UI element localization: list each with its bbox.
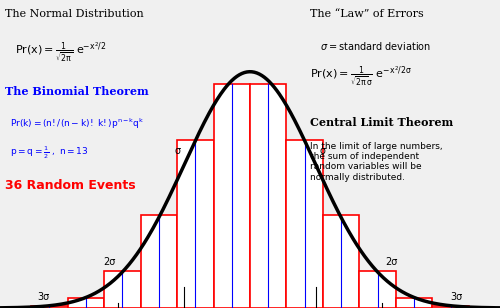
Text: 3σ: 3σ bbox=[450, 292, 463, 302]
Text: The Normal Distribution: The Normal Distribution bbox=[5, 9, 144, 19]
Text: $\mathrm{Pr(x) = \frac{1}{\sqrt{2\pi}}\ e^{-x^2/2}}$: $\mathrm{Pr(x) = \frac{1}{\sqrt{2\pi}}\ … bbox=[15, 40, 106, 65]
Text: In the limit of large numbers,
the sum of independent
random variables will be
n: In the limit of large numbers, the sum o… bbox=[310, 142, 442, 182]
Text: $\mathrm{Pr(x) = \frac{1}{\sqrt{2\pi}\sigma}\ e^{-x^2/2\sigma}}$: $\mathrm{Pr(x) = \frac{1}{\sqrt{2\pi}\si… bbox=[310, 65, 412, 89]
Text: σ: σ bbox=[319, 146, 325, 156]
Bar bbox=[31, 306, 68, 308]
Bar bbox=[360, 271, 396, 308]
Bar bbox=[177, 140, 214, 308]
Text: 36 Random Events: 36 Random Events bbox=[5, 179, 136, 192]
Text: $\sigma = \mathrm{standard\ deviation}$: $\sigma = \mathrm{standard\ deviation}$ bbox=[320, 40, 431, 52]
Bar bbox=[250, 84, 286, 308]
Text: 3σ: 3σ bbox=[37, 292, 50, 302]
Text: The “Law” of Errors: The “Law” of Errors bbox=[310, 9, 424, 19]
Text: $\mathrm{Pr(k) = (n!/(n-k)!\ k!)p^{n-k}q^k}$: $\mathrm{Pr(k) = (n!/(n-k)!\ k!)p^{n-k}q… bbox=[10, 117, 144, 132]
Text: 2σ: 2σ bbox=[385, 257, 397, 267]
Text: Central Limit Theorem: Central Limit Theorem bbox=[310, 117, 453, 128]
Text: The Binomial Theorem: The Binomial Theorem bbox=[5, 86, 149, 97]
Text: σ: σ bbox=[175, 146, 181, 156]
Text: $\mathrm{p = q = \frac{1}{2}\ ,\ n = 13}$: $\mathrm{p = q = \frac{1}{2}\ ,\ n = 13}… bbox=[10, 145, 88, 161]
Text: 2σ: 2σ bbox=[103, 257, 115, 267]
Bar bbox=[140, 215, 177, 308]
Bar bbox=[104, 271, 141, 308]
Bar bbox=[432, 306, 469, 308]
Bar bbox=[396, 298, 432, 308]
Bar bbox=[214, 84, 250, 308]
Bar bbox=[323, 215, 360, 308]
Bar bbox=[68, 298, 104, 308]
Bar bbox=[286, 140, 323, 308]
